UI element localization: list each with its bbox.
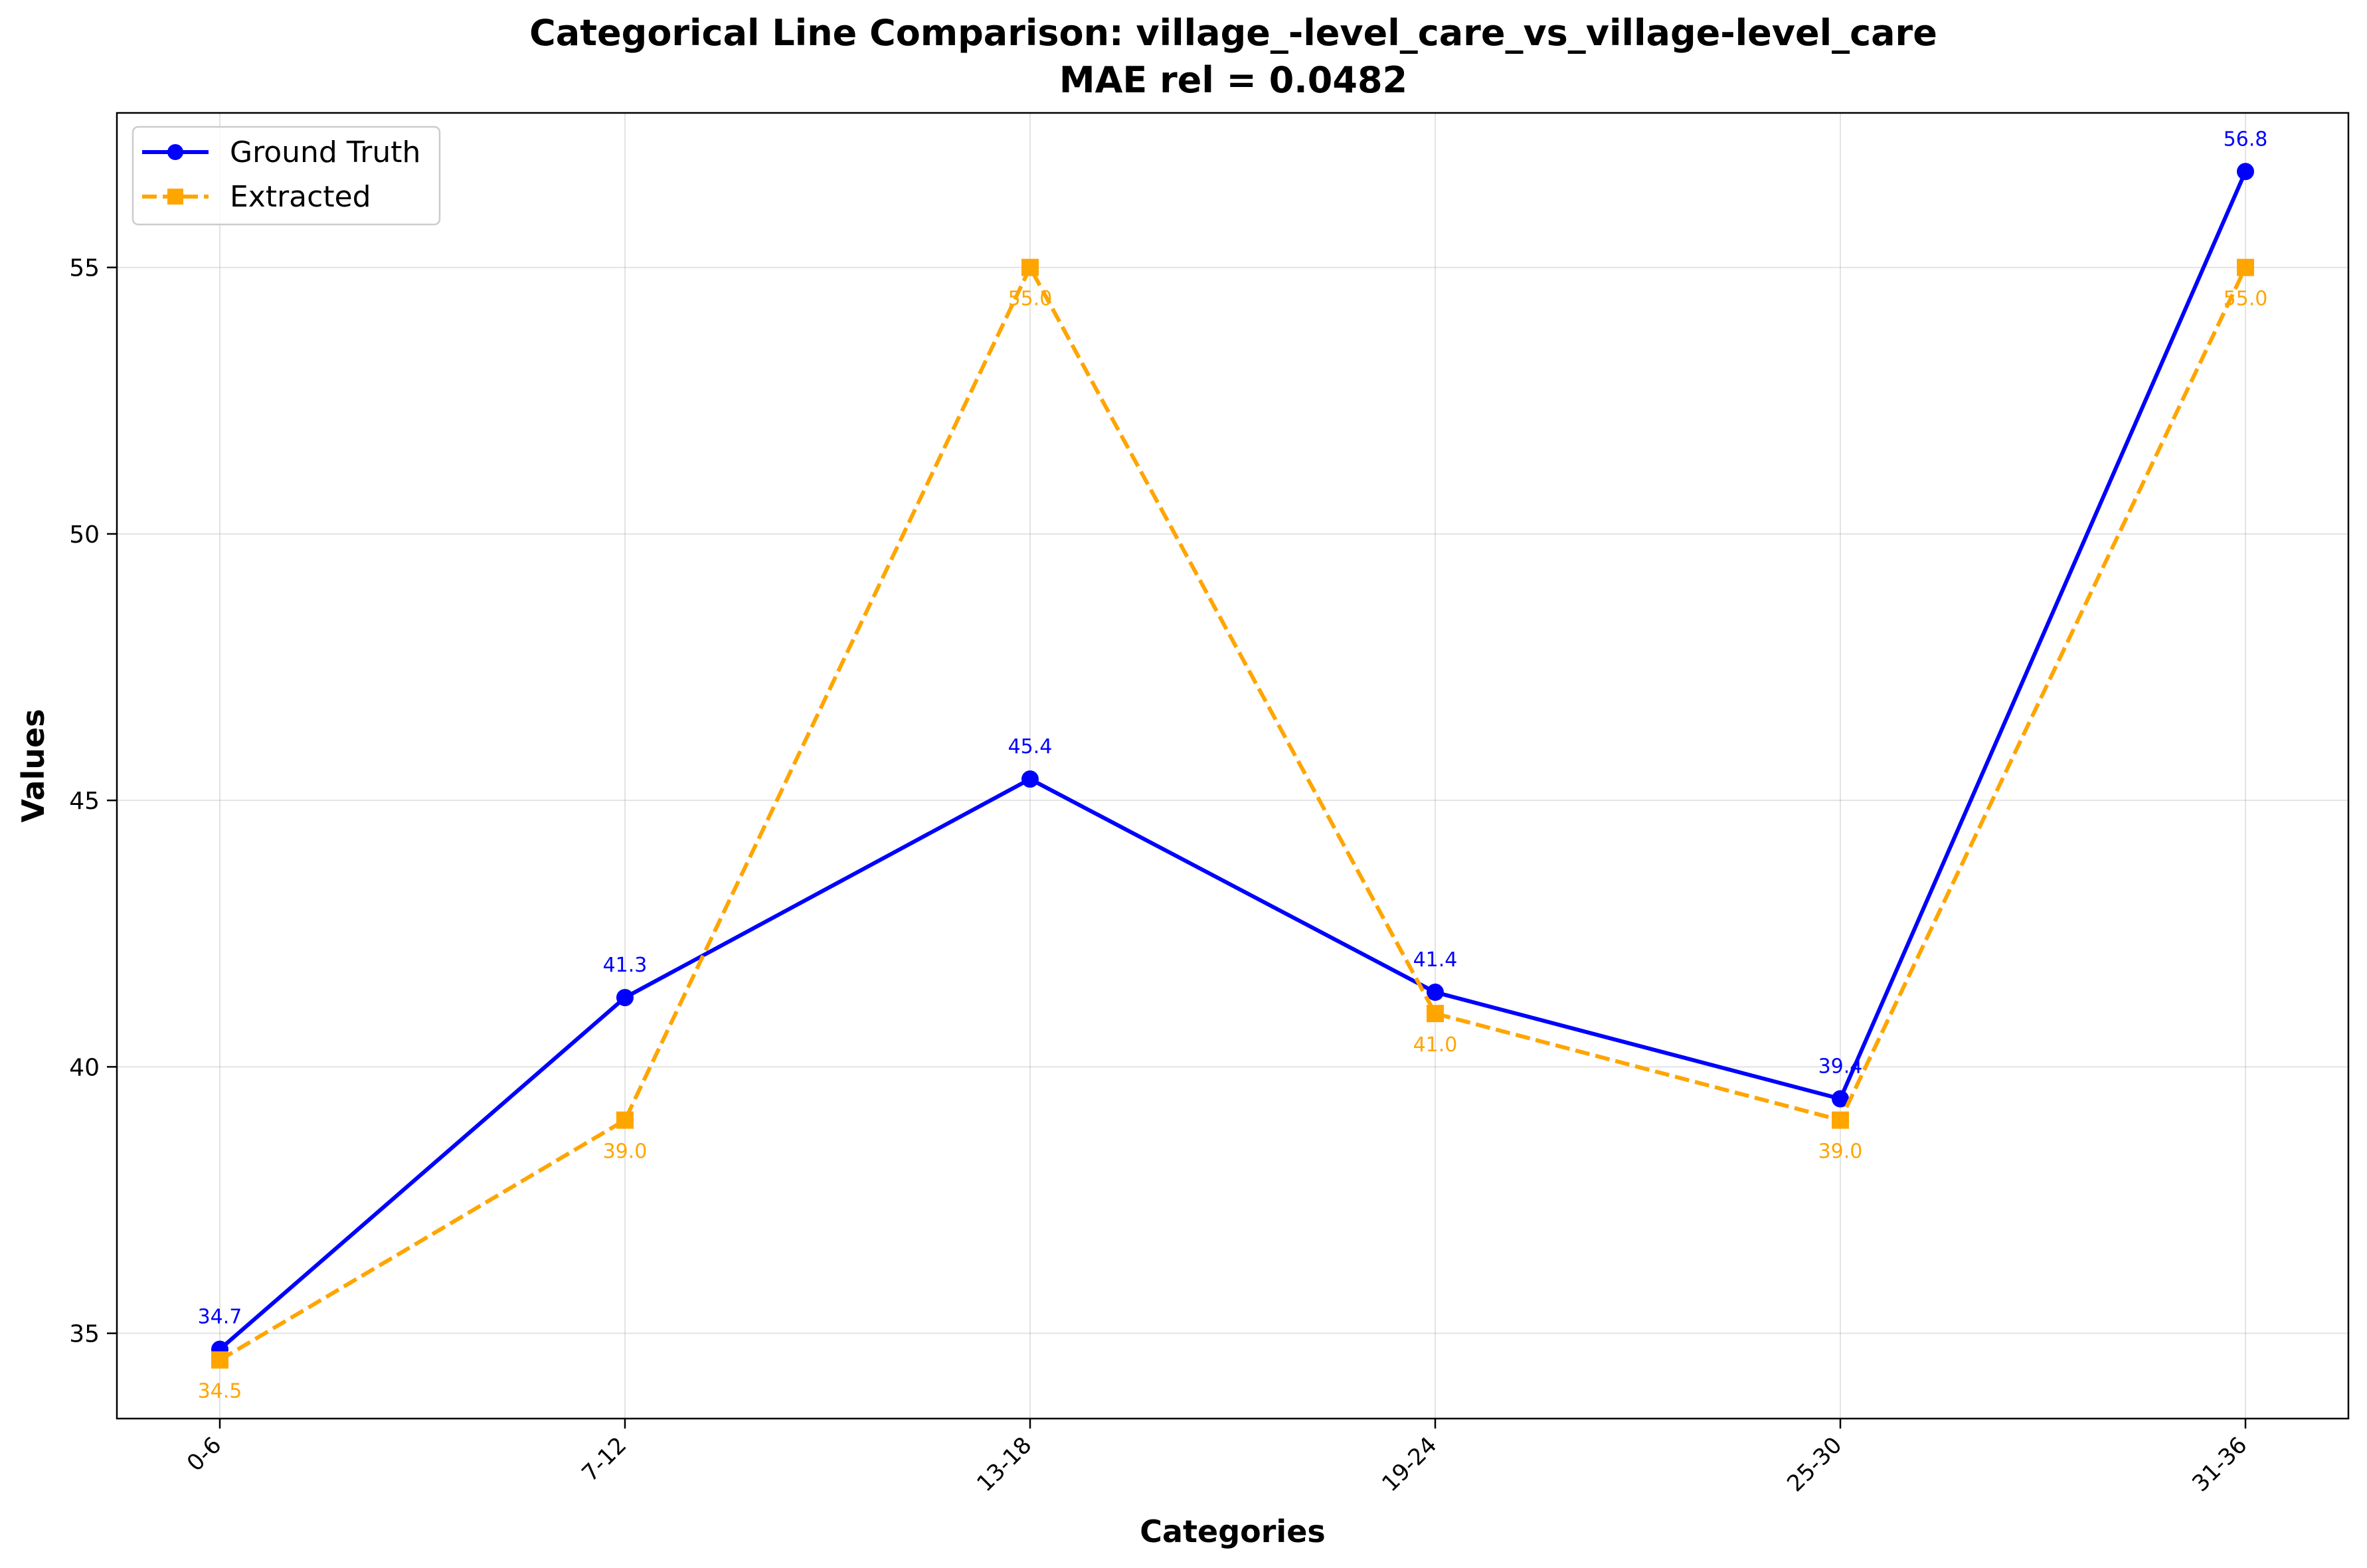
x-axis-label: Categories: [1140, 1514, 1326, 1549]
grid: [117, 113, 2348, 1419]
data-label-extracted: 55.0: [1008, 288, 1053, 311]
chart-title: Categorical Line Comparison: village_-le…: [529, 12, 1937, 54]
data-label-extracted: 39.0: [603, 1140, 648, 1164]
y-axis-label: Values: [15, 709, 51, 822]
point-ground-truth: [616, 989, 634, 1007]
legend-box: [132, 126, 441, 226]
point-extracted: [1832, 1111, 1849, 1129]
data-label-extracted: 41.0: [1413, 1033, 1458, 1057]
legend-label-extracted: Extracted: [230, 180, 371, 214]
legend-marker-ground-truth: [167, 144, 183, 160]
data-label-extracted: 34.5: [198, 1380, 242, 1403]
y-tick-label: 45: [69, 788, 100, 815]
data-label-ground-truth: 45.4: [1008, 735, 1053, 758]
y-tick-label: 50: [69, 521, 100, 549]
data-label-ground-truth: 34.7: [198, 1306, 242, 1329]
legend: Ground Truth Extracted: [132, 126, 441, 226]
point-ground-truth: [1427, 984, 1444, 1002]
point-extracted: [211, 1351, 228, 1369]
series-layer: 34.7 41.3 45.4 41.4 39.4 56.8 34.5 39.0 55.0 41.0…: [198, 128, 2268, 1403]
plot-area-frame: [116, 112, 2350, 1420]
point-extracted: [1021, 258, 1039, 276]
point-ground-truth: [1832, 1090, 1849, 1108]
y-tick-label: 55: [69, 255, 100, 282]
point-extracted: [1427, 1005, 1444, 1023]
data-label-extracted: 39.0: [1818, 1140, 1863, 1164]
point-extracted: [2237, 258, 2254, 276]
series-line-ground-truth: [219, 171, 2247, 1351]
data-label-ground-truth: 41.4: [1413, 948, 1458, 972]
point-ground-truth: [2237, 163, 2254, 181]
y-tick-label: 35: [69, 1321, 100, 1348]
series-line-extracted: [219, 265, 2247, 1362]
y-tick-label: 40: [69, 1054, 100, 1081]
data-label-ground-truth: 56.8: [2224, 128, 2268, 151]
legend-marker-extracted: [167, 189, 183, 205]
point-ground-truth: [1021, 770, 1039, 788]
chart-subtitle: MAE rel = 0.0482: [1059, 59, 1407, 101]
data-label-ground-truth: 39.4: [1818, 1055, 1863, 1079]
point-extracted: [616, 1111, 634, 1129]
data-label-ground-truth: 41.3: [603, 954, 648, 977]
data-label-extracted: 55.0: [2224, 288, 2268, 311]
legend-label-ground-truth: Ground Truth: [230, 135, 420, 169]
